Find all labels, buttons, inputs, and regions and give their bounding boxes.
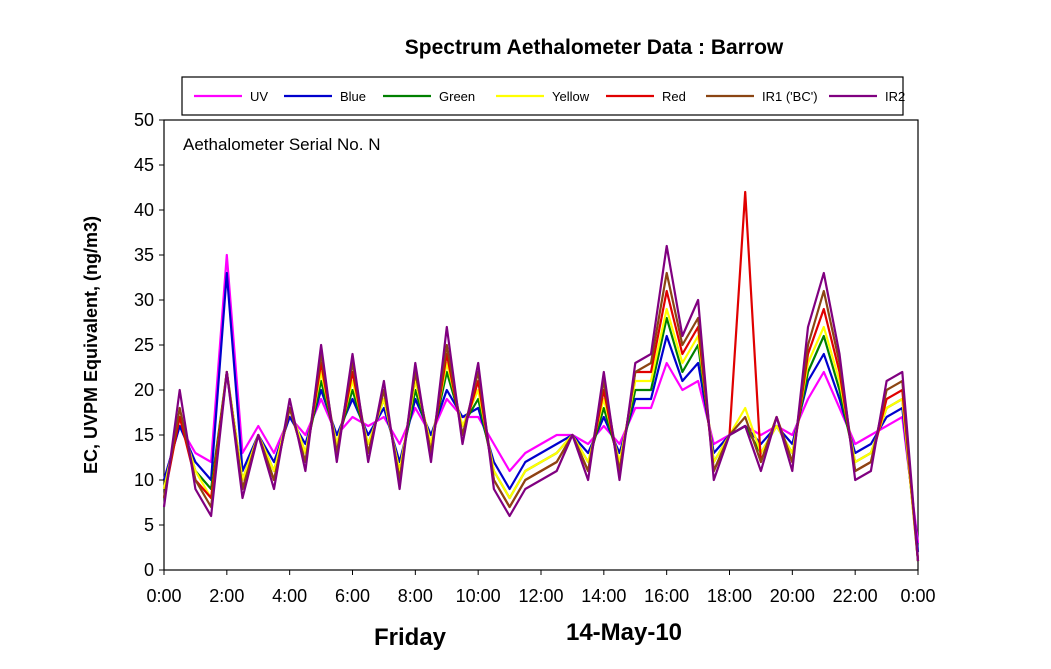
series-line-6 — [162, 244, 920, 562]
y-tick-label: 30 — [134, 290, 154, 310]
y-tick-label: 10 — [134, 470, 154, 490]
chart-title: Spectrum Aethalometer Data : Barrow — [405, 36, 784, 59]
y-axis-label: EC, UVPM Equivalent, (ng/m3) — [81, 216, 101, 474]
x-tick-label: 8:00 — [398, 586, 433, 606]
y-tick-label: 45 — [134, 155, 154, 175]
legend-label: IR2 — [885, 89, 905, 104]
y-tick-label: 0 — [144, 560, 154, 580]
x-tick-label: 10:00 — [456, 586, 501, 606]
x-tick-label: 14:00 — [581, 586, 626, 606]
day-label: Friday — [374, 624, 447, 651]
y-tick-label: 50 — [134, 110, 154, 130]
legend-label: UV — [250, 89, 268, 104]
x-tick-label: 20:00 — [770, 586, 815, 606]
date-label: 14-May-10 — [566, 619, 682, 646]
plot-area — [163, 119, 919, 571]
series-lines — [162, 190, 920, 562]
y-tick-label: 35 — [134, 245, 154, 265]
legend-label: Green — [439, 89, 475, 104]
y-tick-label: 25 — [134, 335, 154, 355]
x-tick-label: 4:00 — [272, 586, 307, 606]
x-tick-label: 2:00 — [209, 586, 244, 606]
legend: UV Blue Green Yellow Red IR1 ('BC') IR2 — [194, 89, 905, 104]
legend-label: Red — [662, 89, 686, 104]
y-axis: 0 5 10 15 20 25 30 35 40 45 50 — [134, 110, 164, 580]
y-tick-label: 5 — [144, 515, 154, 535]
x-tick-label: 0:00 — [900, 586, 935, 606]
series-line-1 — [162, 271, 920, 553]
y-tick-label: 20 — [134, 380, 154, 400]
x-axis: 0:00 2:00 4:00 6:00 8:00 10:00 12:00 14:00 16:00… — [146, 570, 936, 606]
legend-label: IR1 ('BC') — [762, 89, 818, 104]
serial-annotation: Aethalometer Serial No. N — [183, 135, 380, 154]
legend-label: Yellow — [552, 89, 590, 104]
x-tick-label: 6:00 — [335, 586, 370, 606]
x-tick-label: 18:00 — [707, 586, 752, 606]
x-tick-label: 16:00 — [644, 586, 689, 606]
y-tick-label: 15 — [134, 425, 154, 445]
x-tick-label: 22:00 — [833, 586, 878, 606]
x-tick-label: 12:00 — [518, 586, 563, 606]
legend-label: Blue — [340, 89, 366, 104]
x-tick-label: 0:00 — [146, 586, 181, 606]
y-tick-label: 40 — [134, 200, 154, 220]
